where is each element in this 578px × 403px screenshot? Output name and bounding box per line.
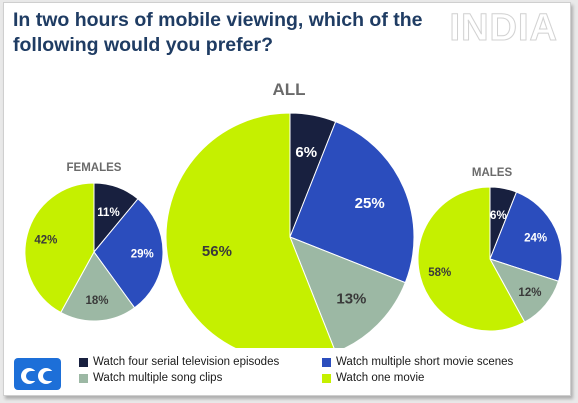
pie-all: 6% 25% 13% 56% — [165, 112, 415, 348]
pie-females: 11% 29% 18% 42% — [24, 182, 164, 322]
pie-slice — [289, 121, 415, 284]
chart-title: In two hours of mobile viewing, which of… — [13, 9, 423, 56]
slice-label: 12% — [518, 287, 541, 299]
slice-label: 58% — [428, 267, 451, 279]
brand-logo — [14, 358, 61, 390]
slide: In two hours of mobile viewing, which of… — [3, 2, 571, 396]
pie-title-females: FEMALES — [66, 162, 122, 174]
slice-label: 56% — [202, 243, 232, 260]
slice-label: 6% — [490, 210, 507, 222]
pie-slice — [60, 251, 136, 322]
pie-title-all: ALL — [272, 80, 306, 99]
legend-item-short-movie-scenes: Watch multiple short movie scenes — [322, 354, 552, 370]
slice-label: 13% — [336, 291, 366, 308]
slice-label: 29% — [131, 249, 154, 261]
legend-swatch — [79, 373, 88, 383]
pie-slice — [24, 182, 95, 314]
pie-slice — [93, 198, 164, 309]
slice-label: 42% — [34, 235, 57, 247]
legend-label: Watch multiple short movie scenes — [336, 356, 514, 368]
slice-label: 24% — [524, 233, 547, 245]
legend-item-song-clips: Watch multiple song clips — [79, 370, 322, 386]
legend-item-one-movie: Watch one movie — [322, 370, 552, 386]
country-watermark: INDIA — [449, 7, 558, 50]
legend-label: Watch multiple song clips — [93, 372, 223, 384]
pie-slice — [489, 191, 563, 282]
slice-label: 6% — [295, 144, 317, 161]
slice-label: 18% — [86, 295, 109, 307]
pie-slice — [289, 236, 406, 348]
legend-item-serial-episodes: Watch four serial television episodes — [79, 354, 322, 370]
legend-swatch — [322, 373, 331, 383]
slice-label: 11% — [97, 207, 119, 219]
slice-label: 25% — [355, 195, 385, 212]
legend: Watch four serial television episodes Wa… — [79, 354, 559, 386]
legend-swatch — [79, 357, 88, 367]
pie-slice — [165, 112, 335, 348]
pie-slice — [417, 186, 526, 332]
legend-label: Watch one movie — [336, 372, 425, 384]
pie-males: 6% 24% 12% 58% — [417, 186, 563, 332]
legend-swatch — [322, 357, 331, 367]
pie-title-males: MALES — [471, 167, 513, 179]
pie-charts: 11% 29% 18% 42% 6% 25% 13% 56% 6% 24% 12% 58% — [24, 112, 563, 348]
legend-label: Watch four serial television episodes — [93, 356, 280, 368]
